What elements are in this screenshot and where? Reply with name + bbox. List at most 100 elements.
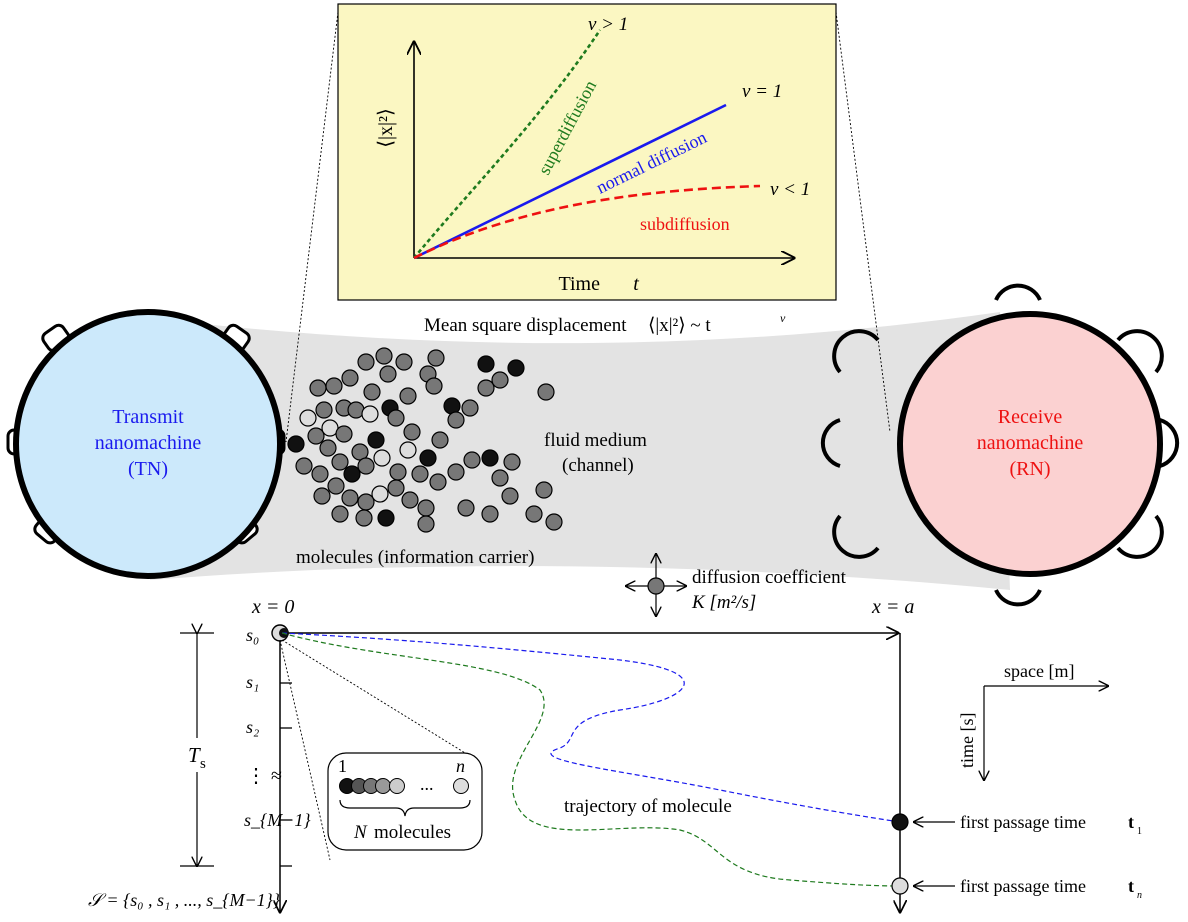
molecule-32 [387, 409, 405, 427]
molecule-48 [463, 451, 481, 469]
tn-label-line2: nanomachine [95, 432, 202, 454]
molecule-20 [425, 377, 443, 395]
molecule-40 [343, 465, 361, 483]
fpt-label-n: first passage time [960, 876, 1086, 896]
group-count-text: molecules [374, 822, 451, 843]
msd-exponent: ν [780, 311, 786, 325]
molecule-31 [403, 423, 421, 441]
molecule-36 [319, 439, 337, 457]
slot-s2: s₂ [246, 717, 259, 737]
molecule-23 [477, 379, 495, 397]
x-axis-label: Time [558, 273, 600, 295]
molecule-4 [325, 377, 343, 395]
diffusing-molecule [647, 577, 665, 595]
group-last-index: n [456, 756, 465, 776]
molecule-52 [313, 487, 331, 505]
molecule-67 [545, 513, 563, 531]
slot-ellipsis: ⋮ ≈ [246, 765, 282, 787]
diffusion-label-line2: K [m²/s] [691, 592, 756, 613]
molecule-12 [379, 365, 397, 383]
molecule-65 [501, 487, 519, 505]
subdiffusion-exponent: ν < 1 [770, 179, 810, 200]
group-ellipsis: ... [420, 774, 434, 794]
molecule-19 [427, 349, 445, 367]
molecule-5 [307, 427, 325, 445]
molecule-41 [357, 457, 375, 475]
molecule-10 [375, 347, 393, 365]
molecule-43 [389, 463, 407, 481]
molecule-51 [491, 469, 509, 487]
set-label: 𝒮 = {s₀ , s₁ , ..., s_{M−1}} [88, 890, 281, 910]
normal-exponent: ν = 1 [742, 81, 782, 102]
transmit-nanomachine: Transmit nanomachine (TN) [6, 309, 286, 579]
molecule-27 [537, 383, 555, 401]
molecule-50 [503, 453, 521, 471]
group-brace [339, 799, 471, 817]
receive-nanomachine: Receive nanomachine (RN) [820, 283, 1180, 607]
molecule-8 [341, 369, 359, 387]
ts-bracket [180, 633, 214, 866]
molecule-0 [287, 435, 305, 453]
msd-formula: ⟨|x|²⟩ ~ t [648, 315, 711, 336]
molecule-15 [361, 405, 379, 423]
molecule-63 [457, 499, 475, 517]
arrival-molecule-1 [891, 813, 909, 831]
rn-label-line2: nanomachine [977, 432, 1084, 454]
xa-label: x = a [871, 596, 914, 618]
molecule-33 [367, 431, 385, 449]
molecule-9 [357, 353, 375, 371]
tn-label-line1: Transmit [112, 406, 184, 428]
molecule-cloud [287, 347, 563, 533]
molecule-38 [311, 465, 329, 483]
molecule-44 [399, 441, 417, 459]
molecule-53 [327, 477, 345, 495]
molecule-24 [477, 355, 495, 373]
ts-label: T [188, 743, 201, 767]
molecule-30 [419, 449, 437, 467]
group-count-symbol: N [353, 822, 368, 843]
msd-inset-chart: ⟨|x|²⟩ Time t ν > 1 ν = 1 ν < 1 superdif… [337, 3, 837, 301]
space-orientation-label: space [m] [1004, 661, 1074, 681]
molecule-22 [461, 399, 479, 417]
fpt-sym-n: t [1128, 876, 1134, 896]
group-molecule-4 [375, 778, 391, 794]
slot-s1: s₁ [246, 672, 259, 692]
molecule-47 [447, 463, 465, 481]
molecule-26 [491, 371, 509, 389]
slot-s0: s₀ [246, 625, 259, 645]
molecule-69 [331, 505, 349, 523]
tn-label-line3: (TN) [128, 458, 168, 480]
molecule-25 [507, 359, 525, 377]
superdiffusion-curve [412, 29, 602, 259]
medium-label-line2: (channel) [562, 455, 634, 476]
molecule-60 [377, 509, 395, 527]
molecule-57 [387, 479, 405, 497]
molecule-29 [431, 431, 449, 449]
trajectory-blue [281, 632, 901, 823]
rn-label-line3: (RN) [1009, 458, 1050, 480]
x0-label: x = 0 [251, 596, 294, 618]
molecule-49 [481, 449, 499, 467]
trajectory-label: trajectory of molecule [564, 796, 732, 817]
molecule-45 [411, 465, 429, 483]
molecule-61 [355, 509, 373, 527]
fpt-sub-1: 1 [1137, 826, 1142, 837]
molecule-3 [309, 379, 327, 397]
normal-diffusion-line [413, 103, 727, 260]
molecule-1 [299, 409, 317, 427]
ts-subscript: s [200, 756, 206, 772]
molecules-label: molecules (information carrier) [296, 547, 534, 568]
molecule-68 [535, 481, 553, 499]
superdiffusion-exponent: ν > 1 [588, 14, 628, 35]
zoom-line-right [835, 11, 891, 433]
molecule-37 [295, 457, 313, 475]
zoom-line-left [285, 11, 339, 443]
molecule-62 [417, 515, 435, 533]
molecule-56 [371, 485, 389, 503]
callout-line-2 [281, 639, 471, 757]
callout-line-1 [279, 639, 331, 861]
fpt-sub-n: n [1137, 890, 1142, 901]
x-axis-symbol: t [633, 273, 639, 295]
y-axis-label: ⟨|x|²⟩ [375, 108, 397, 148]
